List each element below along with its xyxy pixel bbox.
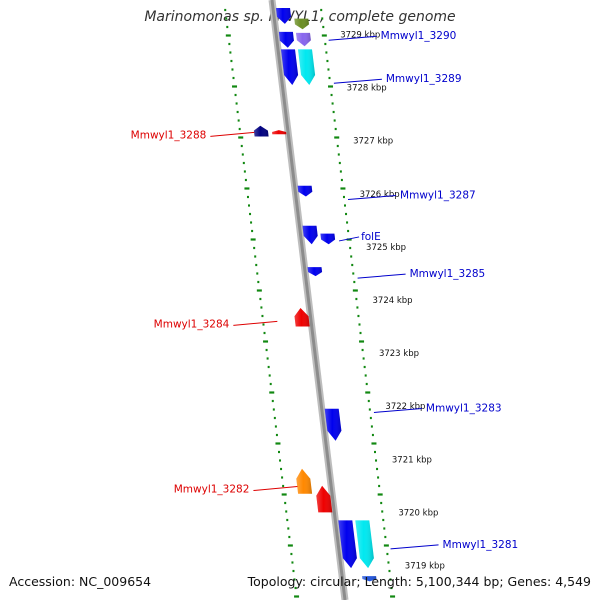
gene-label: Mmwyl1_3287 <box>400 190 476 202</box>
gene-arrow-mmwyl1-3290-b <box>296 32 311 47</box>
gene-arrow-mmwyl1-3288-b <box>272 130 287 135</box>
gene-arrow-shading <box>316 485 333 513</box>
backbone-layer <box>268 0 349 600</box>
label-leader-line <box>357 273 406 279</box>
scale-label: 3729 kbp <box>340 31 380 41</box>
gene-arrow-olive-top <box>294 18 309 30</box>
gene-arrow-shading <box>324 408 342 441</box>
gene-arrow-shading <box>307 267 323 277</box>
gene-arrow-mmwyl1-3289-a <box>281 49 299 85</box>
gene-label: Mmwyl1_3285 <box>410 268 486 280</box>
gene-label: Mmwyl1_3289 <box>386 73 462 85</box>
gene-label: Mmwyl1_3282 <box>174 483 250 495</box>
gene-arrow-mmwyl1-3284 <box>294 308 310 327</box>
scale-label: 3726 kbp <box>360 190 400 200</box>
gene-arrow-mmwyl1-3281-b <box>355 520 374 569</box>
gene-label: Mmwyl1_3284 <box>154 318 230 330</box>
gene-arrow-mmwyl1-3285 <box>307 267 323 277</box>
gene-labels-layer: Mmwyl1_3290 Mmwyl1_3289 Mmwyl1_3288 Mmwyl1_… <box>131 30 519 551</box>
gene-arrow-shading <box>296 468 313 494</box>
gene-arrow-mmwyl1-3282-b <box>316 485 333 513</box>
gene-arrow-mmwyl1-3290-a <box>278 31 294 48</box>
gene-arrow-fole-a <box>302 225 318 245</box>
scale-label: 3722 kbp <box>385 402 425 412</box>
scale-label: 3728 kbp <box>347 84 387 94</box>
scale-label: 3724 kbp <box>373 296 413 306</box>
label-leader-line <box>338 236 360 242</box>
gene-arrow-shading <box>276 8 291 24</box>
scale-labels-layer: 3729 kbp 3728 kbp 3727 kbp 3726 kbp 3725 kbp… <box>340 31 445 572</box>
ticks-layer <box>224 8 396 598</box>
features-layer <box>253 8 377 582</box>
gene-arrow-shading <box>253 125 269 137</box>
label-leader-line <box>390 544 439 550</box>
gene-arrow-shading <box>296 32 311 47</box>
gene-label: Mmwyl1_3281 <box>443 539 519 551</box>
gene-arrow-shading <box>362 576 377 582</box>
gene-arrow-shading <box>294 18 309 30</box>
gene-label: Mmwyl1_3288 <box>131 129 207 141</box>
scale-label: 3720 kbp <box>398 508 438 518</box>
scale-label: 3725 kbp <box>366 243 406 253</box>
gene-arrow-shading <box>281 49 299 85</box>
gene-label: Mmwyl1_3290 <box>381 30 457 42</box>
label-leader-line <box>333 78 382 84</box>
gene-arrow-mmwyl1-3282-a <box>296 468 313 494</box>
label-leader-line <box>210 131 255 137</box>
label-leader-line <box>328 35 377 41</box>
gene-arrow-shading <box>294 308 310 327</box>
accession-text: Accession: NC_009654 <box>9 574 152 589</box>
gene-arrow-mmwyl1-3288-a <box>253 125 269 137</box>
gene-arrow-shading <box>298 49 316 85</box>
scale-label: 3721 kbp <box>392 455 432 465</box>
gene-label: Mmwyl1_3283 <box>426 402 502 414</box>
map-title: Marinomonas sp. MWYL1, complete genome <box>144 9 456 25</box>
gene-arrow-bottom-blue <box>362 576 377 582</box>
scale-label: 3727 kbp <box>353 137 393 147</box>
topology-text: Topology: circular; Length: 5,100,344 bp… <box>247 574 591 589</box>
gene-arrow-shading <box>355 520 374 569</box>
scale-label: 3723 kbp <box>379 349 419 359</box>
gene-arrow-shading <box>297 185 313 197</box>
gene-arrow-blue-top <box>276 8 291 24</box>
gene-label: folE <box>361 231 381 243</box>
gene-arrow-shading <box>278 31 294 48</box>
gene-arrow-mmwyl1-3287 <box>297 185 313 197</box>
gene-arrow-shading <box>302 225 318 245</box>
gene-arrow-mmwyl1-3281-a <box>338 520 357 569</box>
gene-arrow-shading <box>338 520 357 569</box>
gene-arrow-shading <box>320 233 336 245</box>
label-leader-line <box>233 320 278 326</box>
gene-arrow-mmwyl1-3283 <box>324 408 342 441</box>
gene-arrow-shading <box>272 130 287 135</box>
gene-arrow-mmwyl1-3289-b <box>298 49 316 85</box>
label-leader-line <box>347 195 397 201</box>
label-leader-line <box>373 407 422 413</box>
label-leader-line <box>253 485 298 491</box>
backbone-line <box>270 0 347 600</box>
scale-label: 3719 kbp <box>405 561 445 571</box>
gene-arrow-fole-b <box>320 233 336 245</box>
